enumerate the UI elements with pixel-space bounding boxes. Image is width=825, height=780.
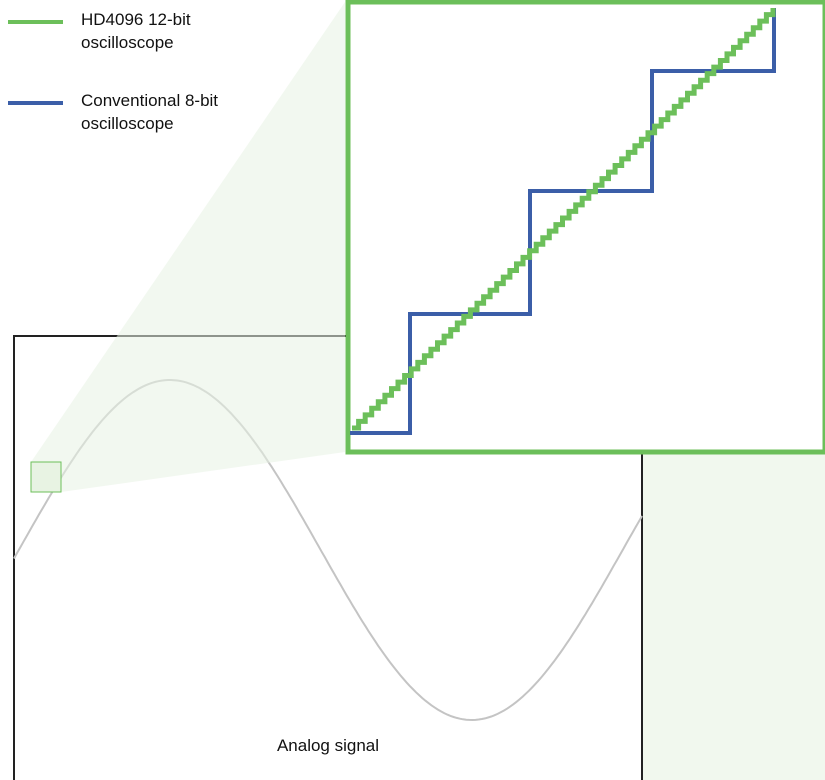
zoom-detail-content [350, 8, 776, 435]
8bit-staircase [350, 8, 776, 435]
12bit-legend-swatch-icon [8, 20, 63, 24]
zoom-backdrop [642, 452, 825, 780]
8bit-legend-swatch-icon [8, 101, 63, 105]
zoom-cone [31, 2, 345, 492]
legend-item-8bit: Conventional 8-bit oscilloscope [8, 89, 268, 139]
analog-signal-label: Analog signal [276, 736, 380, 755]
zoom-detail-box [345, 0, 825, 455]
12bit-staircase [352, 8, 776, 431]
zoom-source-box [30, 461, 62, 493]
legend-item-12bit: HD4096 12-bit oscilloscope [8, 8, 268, 58]
legend-label-8bit: Conventional 8-bit oscilloscope [81, 91, 219, 133]
legend-label-12bit: HD4096 12-bit oscilloscope [81, 10, 191, 52]
